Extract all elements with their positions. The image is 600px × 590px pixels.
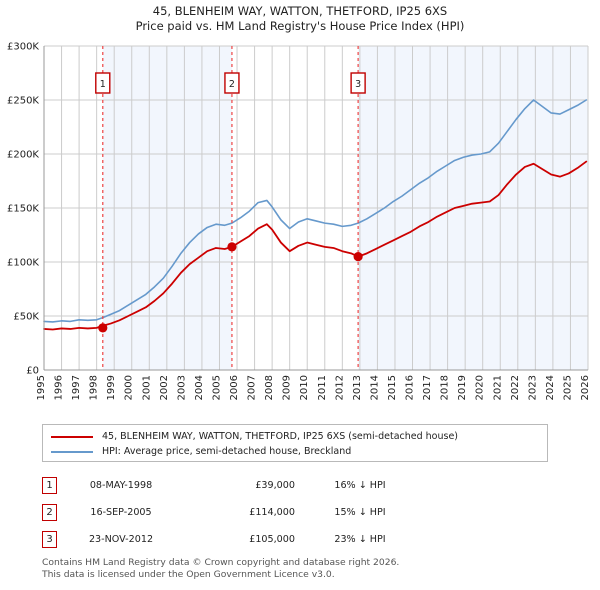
x-axis-tick-label: 2021 (492, 375, 503, 400)
transaction-date-2: 16-SEP-2005 (90, 507, 152, 518)
y-axis-tick-label: £150K (7, 204, 39, 215)
x-axis-tick-label: 2003 (176, 375, 187, 400)
legend-swatch-hpi (51, 450, 93, 453)
attribution-footer: Contains HM Land Registry data © Crown c… (42, 557, 582, 580)
x-axis-tick-label: 1995 (36, 375, 47, 400)
x-axis-tick-label: 2015 (387, 375, 398, 400)
legend-item-hpi: HPI: Average price, semi-detached house,… (51, 444, 539, 459)
transaction-price-2: £114,000 (249, 507, 295, 518)
x-axis-tick-label: 1996 (54, 375, 65, 400)
transaction-marker-1: 1 (42, 477, 57, 494)
sale-point-dot-2[interactable] (227, 242, 237, 252)
x-axis-tick-label: 2005 (211, 375, 222, 400)
x-axis-tick-label: 2012 (334, 375, 345, 400)
footer-line-1: Contains HM Land Registry data © Crown c… (42, 557, 400, 568)
price-history-plot: £0 £50K £100K £150K £200K £250K £300K 1995 1996 1… (7, 42, 591, 401)
transactions-table: 1 08-MAY-1998 £39,000 16% ↓ HPI 2 16-SEP… (42, 472, 562, 553)
x-axis-tick-label: 2001 (141, 375, 152, 400)
title-line-2: Price paid vs. HM Land Registry's House … (135, 19, 465, 33)
legend-label-property: 45, BLENHEIM WAY, WATTON, THETFORD, IP25… (102, 431, 459, 442)
legend-item-property: 45, BLENHEIM WAY, WATTON, THETFORD, IP25… (51, 429, 539, 444)
sale-marker-label-1: 1 (100, 79, 106, 90)
table-row: 3 23-NOV-2012 £105,000 23% ↓ HPI (42, 526, 562, 553)
legend-swatch-property (51, 435, 93, 438)
x-axis-tick-label: 2011 (317, 375, 328, 400)
transaction-delta-3: 23% ↓ HPI (334, 534, 386, 545)
x-axis-tick-label: 2007 (247, 375, 258, 400)
x-axis-tick-label: 2022 (510, 375, 521, 400)
sale-marker-label-3: 3 (355, 79, 361, 90)
sale-marker-box-2[interactable] (224, 72, 240, 94)
x-axis-tick-label: 2002 (159, 375, 170, 400)
x-axis-tick-label: 2016 (405, 375, 416, 400)
y-axis-tick-label: £250K (7, 96, 39, 107)
y-axis-tick-label: £100K (7, 258, 39, 269)
y-axis-tick-label: £300K (7, 42, 39, 53)
x-axis-tick-label: 2017 (422, 375, 433, 400)
x-axis-tick-label: 2004 (194, 375, 205, 400)
series-line-property (43, 160, 588, 331)
sale-point-dot-1[interactable] (98, 323, 108, 333)
x-axis-tick-label: 2014 (369, 375, 380, 400)
chart-title: 45, BLENHEIM WAY, WATTON, THETFORD, IP25… (0, 4, 600, 34)
transaction-date-3: 23-NOV-2012 (88, 534, 154, 545)
chart-legend: 45, BLENHEIM WAY, WATTON, THETFORD, IP25… (42, 424, 548, 462)
x-axis-tick-label: 2008 (264, 375, 275, 400)
footer-line-2: This data is licensed under the Open Gov… (42, 568, 335, 580)
x-axis-tick-label: 2024 (545, 375, 556, 400)
transaction-marker-2: 2 (42, 504, 57, 521)
transaction-price-1: £39,000 (255, 480, 295, 491)
x-axis-tick-label: 2006 (229, 375, 240, 400)
sale-marker-box-1[interactable] (95, 72, 111, 94)
x-axis-tick-label: 1998 (89, 375, 100, 400)
x-axis-tick-label: 2026 (580, 375, 591, 400)
x-axis-tick-label: 2023 (527, 375, 538, 400)
transaction-delta-1: 16% ↓ HPI (334, 480, 386, 491)
x-axis-tick-label: 2009 (282, 375, 293, 400)
transaction-price-3: £105,000 (249, 534, 295, 545)
transaction-marker-3: 3 (42, 531, 57, 548)
legend-label-hpi: HPI: Average price, semi-detached house,… (102, 446, 352, 457)
x-axis-tick-label: 2013 (352, 375, 363, 400)
x-axis-tick-label: 2025 (562, 375, 573, 400)
sale-marker-label-2: 2 (229, 79, 235, 90)
x-axis-tick-label: 1999 (106, 375, 117, 400)
y-axis-tick-label: £50K (13, 312, 39, 323)
x-axis-tick-label: 2000 (124, 375, 135, 400)
transaction-date-1: 08-MAY-1998 (89, 480, 153, 491)
table-row: 2 16-SEP-2005 £114,000 15% ↓ HPI (42, 499, 562, 526)
series-line-hpi (43, 99, 588, 323)
sale-marker-box-3[interactable] (350, 72, 366, 94)
y-axis-tick-label: £0 (26, 366, 39, 377)
x-axis-tick-label: 2020 (475, 375, 486, 400)
x-axis-tick-label: 2019 (457, 375, 468, 400)
table-row: 1 08-MAY-1998 £39,000 16% ↓ HPI (42, 472, 562, 499)
y-axis-tick-label: £200K (7, 150, 39, 161)
x-axis-tick-label: 1997 (71, 375, 82, 400)
x-axis-tick-label: 2010 (299, 375, 310, 400)
transaction-delta-2: 15% ↓ HPI (334, 507, 386, 518)
x-axis-tick-label: 2018 (440, 375, 451, 400)
sale-point-dot-3[interactable] (353, 252, 363, 262)
title-line-1: 45, BLENHEIM WAY, WATTON, THETFORD, IP25… (152, 4, 448, 18)
